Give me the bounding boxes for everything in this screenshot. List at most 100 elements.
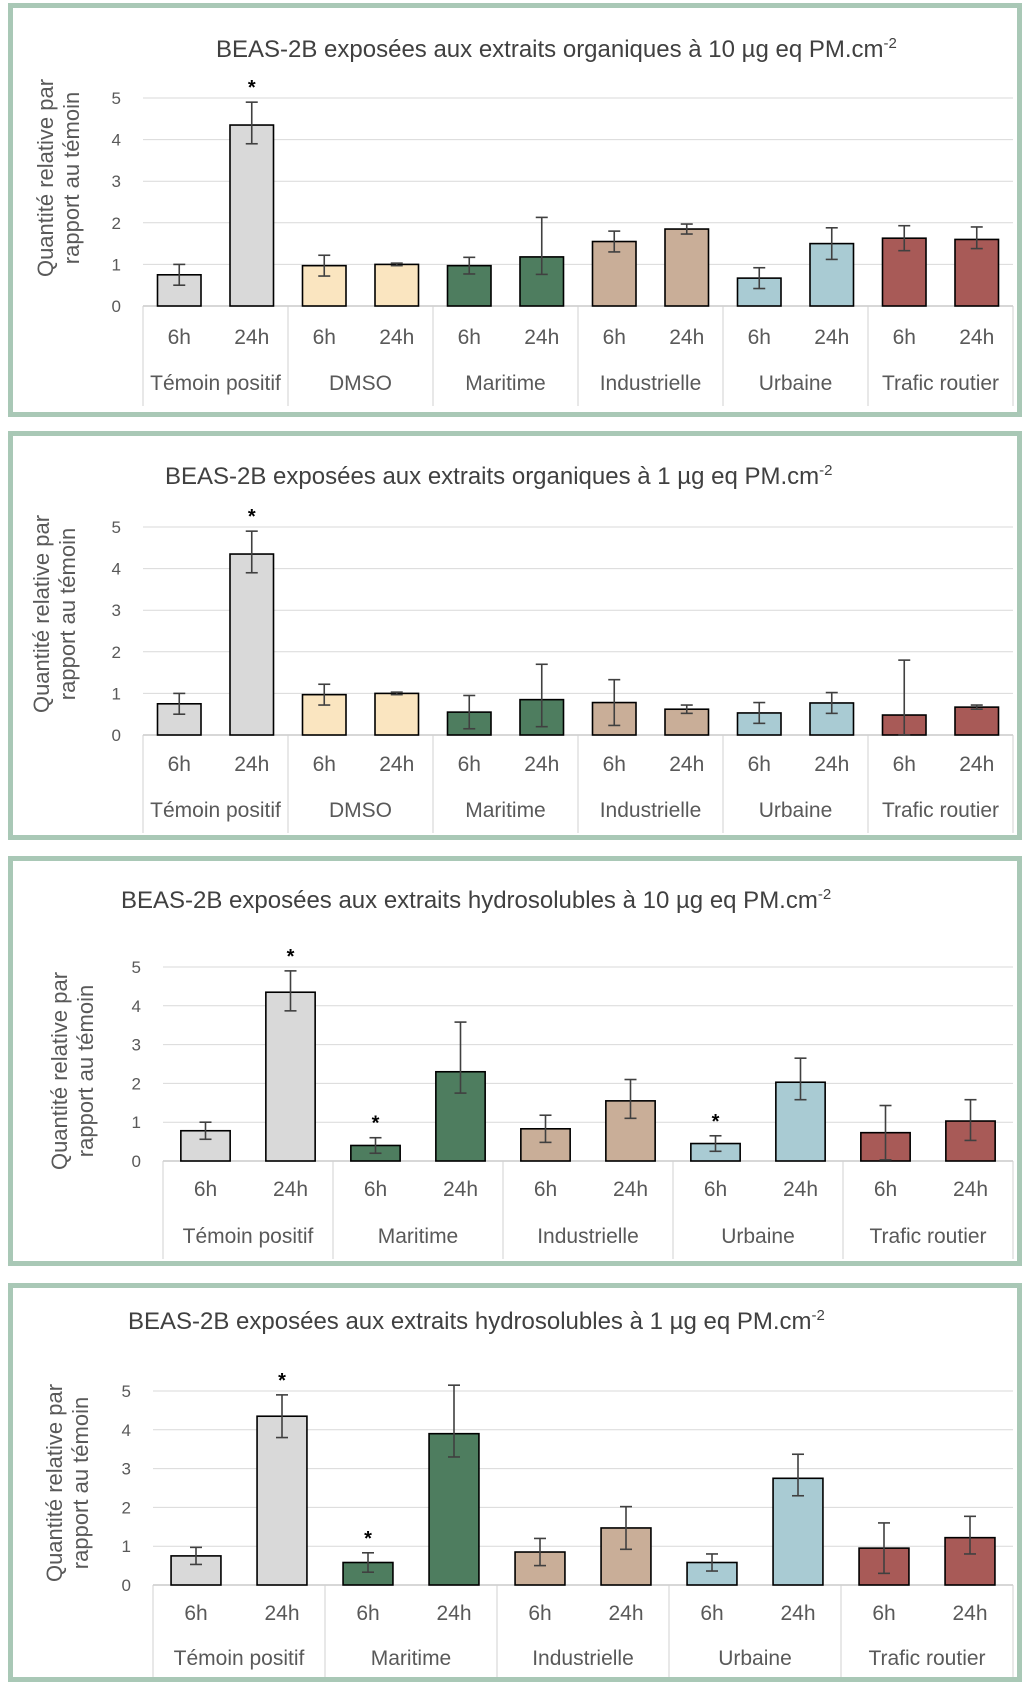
subcategory-label: 6h	[893, 753, 916, 776]
bar	[954, 706, 1000, 736]
group-label: Témoin positif	[150, 799, 281, 822]
subcategory-label: 24h	[608, 1602, 643, 1625]
subcategory-label: 24h	[234, 753, 269, 776]
subcategory-label: 24h	[234, 326, 269, 349]
subcategory-label: 6h	[893, 326, 916, 349]
subcategory-label: 6h	[748, 753, 771, 776]
bar	[156, 273, 202, 307]
subcategory-label: 24h	[524, 326, 559, 349]
subcategory-label: 6h	[356, 1602, 379, 1625]
bar	[514, 1551, 566, 1586]
chart-title: BEAS-2B exposées aux extraits organiques…	[216, 35, 897, 63]
subcategory-label: 24h	[669, 326, 704, 349]
subcategory-label: 24h	[379, 753, 414, 776]
bar	[664, 228, 710, 307]
y-tick-label: 1	[122, 1537, 131, 1556]
y-tick-label: 0	[122, 1576, 131, 1595]
chart-panel-hydro-10: BEAS-2B exposées aux extraits hydrosolub…	[8, 856, 1022, 1266]
group-label: Témoin positif	[174, 1647, 305, 1670]
chart-svg-organic-10: BEAS-2B exposées aux extraits organiques…	[33, 35, 1014, 406]
chart-panel-organic-1: BEAS-2B exposées aux extraits organiques…	[8, 431, 1022, 840]
y-tick-label: 3	[112, 172, 121, 191]
group-label: Trafic routier	[882, 799, 999, 822]
group-label: Trafic routier	[869, 1225, 986, 1248]
subcategory-label: 24h	[436, 1602, 471, 1625]
group-label: Industrielle	[600, 799, 702, 822]
subcategory-label: 6h	[313, 326, 336, 349]
chart-title-superscript: -2	[818, 886, 831, 903]
subcategory-label: 6h	[184, 1602, 207, 1625]
chart-svg-hydro-1: BEAS-2B exposées aux extraits hydrosolub…	[42, 1307, 1014, 1677]
subcategory-label: 24h	[273, 1178, 308, 1201]
subcategory-label: 6h	[603, 753, 626, 776]
bar	[229, 553, 275, 736]
bar	[229, 124, 275, 307]
group-label: Maritime	[378, 1225, 459, 1248]
subcategory-label: 24h	[783, 1178, 818, 1201]
y-tick-label: 2	[112, 214, 121, 233]
bar	[435, 1070, 486, 1162]
subcategory-label: 24h	[959, 753, 994, 776]
significance-marker: *	[287, 946, 295, 968]
subcategory-label: 6h	[700, 1602, 723, 1625]
subcategory-label: 6h	[748, 326, 771, 349]
y-tick-label: 5	[112, 518, 121, 537]
chart-title-text: BEAS-2B exposées aux extraits hydrosolub…	[121, 887, 818, 914]
y-tick-label: 1	[112, 684, 121, 703]
subcategory-label: 24h	[952, 1602, 987, 1625]
chart-svg-hydro-10: BEAS-2B exposées aux extraits hydrosolub…	[47, 886, 1014, 1259]
bar	[374, 263, 420, 307]
significance-marker: *	[364, 1528, 372, 1550]
chart-title: BEAS-2B exposées aux extraits organiques…	[165, 462, 833, 490]
significance-marker: *	[248, 77, 256, 99]
subcategory-label: 24h	[814, 753, 849, 776]
y-tick-label: 3	[132, 1036, 141, 1055]
y-tick-label: 2	[122, 1498, 131, 1517]
chart-title: BEAS-2B exposées aux extraits hydrosolub…	[128, 1307, 825, 1335]
subcategory-label: 24h	[443, 1178, 478, 1201]
y-axis-title-line-1: Quantité relative par	[42, 1384, 67, 1582]
subcategory-label: 6h	[874, 1178, 897, 1201]
y-tick-label: 0	[112, 297, 121, 316]
subcategory-label: 24h	[669, 753, 704, 776]
subcategory-label: 6h	[168, 753, 191, 776]
subcategory-label: 24h	[524, 753, 559, 776]
group-label: DMSO	[329, 799, 392, 822]
bar	[446, 264, 492, 307]
subcategory-label: 6h	[168, 326, 191, 349]
group-label: DMSO	[329, 372, 392, 395]
y-tick-label: 3	[112, 601, 121, 620]
y-tick-label: 3	[122, 1460, 131, 1479]
chart-title-text: BEAS-2B exposées aux extraits organiques…	[216, 36, 884, 63]
chart-title-superscript: -2	[819, 462, 832, 479]
significance-marker: *	[372, 1113, 380, 1135]
subcategory-label: 24h	[814, 326, 849, 349]
chart-title-text: BEAS-2B exposées aux extraits hydrosolub…	[128, 1308, 812, 1335]
y-axis-title: Quantité relative parrapport au témoin	[47, 972, 98, 1170]
subcategory-label: 6h	[194, 1178, 217, 1201]
group-label: Maritime	[465, 372, 546, 395]
subcategory-label: 24h	[780, 1602, 815, 1625]
group-label: Trafic routier	[882, 372, 999, 395]
subcategory-label: 6h	[704, 1178, 727, 1201]
chart-panel-hydro-1: BEAS-2B exposées aux extraits hydrosolub…	[8, 1283, 1022, 1682]
group-label: Trafic routier	[868, 1647, 985, 1670]
group-label: Maritime	[465, 799, 546, 822]
y-tick-label: 1	[112, 255, 121, 274]
significance-marker: *	[248, 506, 256, 528]
subcategory-label: 24h	[613, 1178, 648, 1201]
group-label: Urbaine	[721, 1225, 795, 1248]
y-tick-label: 4	[112, 560, 121, 579]
subcategory-label: 6h	[313, 753, 336, 776]
bar	[156, 702, 202, 736]
y-tick-label: 5	[132, 958, 141, 977]
group-label: Urbaine	[759, 372, 833, 395]
y-tick-label: 2	[132, 1074, 141, 1093]
y-axis-title-line-1: Quantité relative par	[47, 972, 72, 1170]
bar	[374, 692, 420, 736]
subcategory-label: 6h	[528, 1602, 551, 1625]
y-tick-label: 0	[132, 1152, 141, 1171]
y-tick-label: 1	[132, 1113, 141, 1132]
chart-title-superscript: -2	[884, 35, 897, 52]
group-label: Industrielle	[600, 372, 702, 395]
